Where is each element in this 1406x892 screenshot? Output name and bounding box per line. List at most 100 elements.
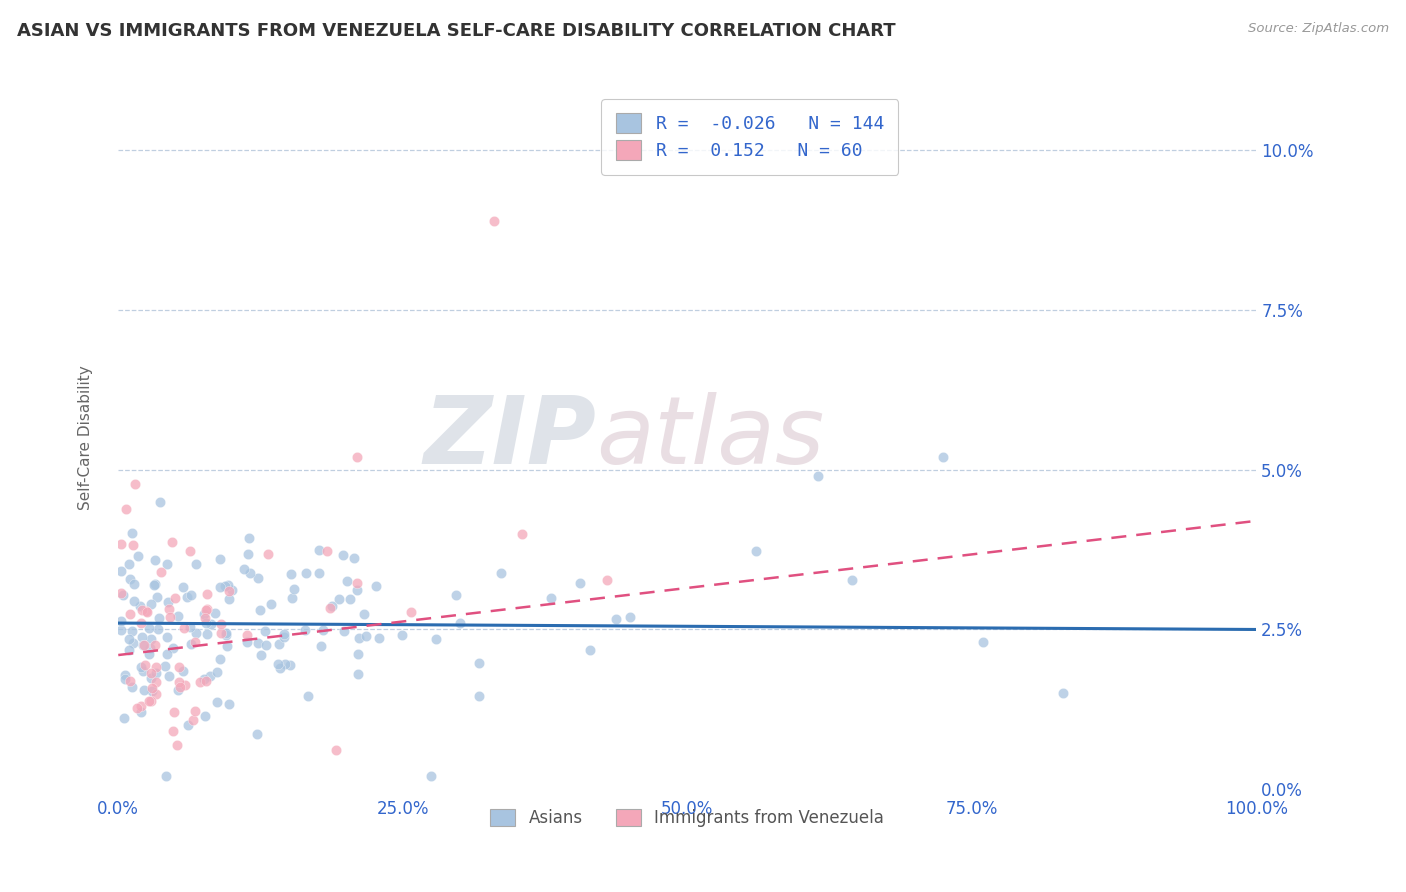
Point [218,583,240,598]
Point [128,599,150,613]
Point [364,579,387,593]
Point [346,647,368,661]
Point [132,638,155,652]
Point [129,705,152,719]
Point [425,632,447,646]
Point [122,635,145,649]
Point [134,657,156,672]
Point [184,635,207,649]
Point [308,566,330,580]
Point [356,629,378,643]
Point [235,628,257,642]
Point [218,592,240,607]
Point [138,694,160,708]
Point [253,624,276,639]
Point [194,603,217,617]
Point [221,582,243,597]
Point [209,626,232,640]
Point [540,591,562,606]
Point [972,635,994,649]
Point [131,616,153,631]
Point [332,548,354,562]
Point [353,607,375,621]
Point [336,574,359,589]
Point [236,635,259,649]
Point [166,739,188,753]
Point [482,213,505,227]
Point [346,575,368,590]
Point [131,638,153,652]
Point [155,769,177,783]
Point [346,450,368,464]
Point [184,704,207,718]
Point [163,591,186,605]
Point [139,632,162,647]
Point [139,671,162,685]
Point [745,544,768,558]
Point [273,630,295,644]
Point [118,557,141,571]
Point [269,661,291,675]
Point [399,605,422,619]
Point [325,743,347,757]
Point [176,591,198,605]
Point [204,607,226,621]
Point [180,637,202,651]
Point [150,565,173,579]
Point [145,674,167,689]
Point [120,674,142,689]
Text: atlas: atlas [596,392,824,483]
Y-axis label: Self-Care Disability: Self-Care Disability [79,366,93,510]
Point [141,693,163,707]
Point [129,659,152,673]
Point [194,611,217,625]
Point [332,624,354,638]
Point [198,669,221,683]
Point [129,698,152,713]
Point [156,595,179,609]
Point [143,638,166,652]
Point [468,656,491,670]
Point [146,622,169,636]
Point [138,641,160,656]
Point [180,588,202,602]
Point [138,647,160,661]
Point [343,551,366,566]
Point [218,697,240,711]
Point [111,588,134,602]
Point [932,450,955,464]
Point [468,690,491,704]
Point [195,627,218,641]
Point [308,543,330,558]
Point [328,591,350,606]
Point [174,678,197,692]
Legend: Asians, Immigrants from Venezuela: Asians, Immigrants from Venezuela [484,802,891,834]
Point [110,585,132,599]
Point [172,580,194,594]
Point [138,621,160,635]
Point [569,576,592,591]
Point [121,680,143,694]
Point [145,687,167,701]
Text: Source: ZipAtlas.com: Source: ZipAtlas.com [1249,22,1389,36]
Point [114,668,136,682]
Point [145,666,167,681]
Point [143,578,166,592]
Point [274,657,297,671]
Point [209,551,232,566]
Point [149,495,172,509]
Point [195,587,218,601]
Point [281,591,304,605]
Point [193,672,215,686]
Point [124,476,146,491]
Point [110,614,132,628]
Point [489,566,512,580]
Point [184,557,207,571]
Point [215,628,238,642]
Point [217,578,239,592]
Point [319,600,342,615]
Point [167,609,190,624]
Point [134,682,156,697]
Point [273,626,295,640]
Point [619,610,641,624]
